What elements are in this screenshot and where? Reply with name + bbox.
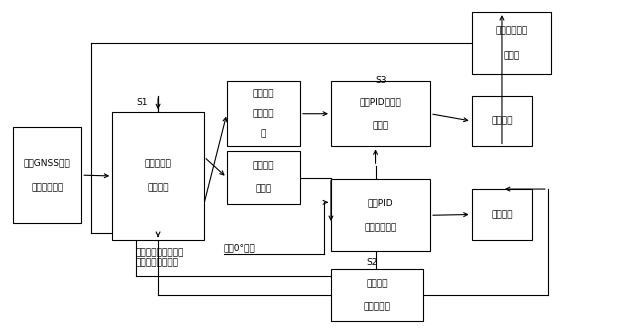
Text: 调平油缸: 调平油缸 [366,279,388,289]
Text: 直播机中: 直播机中 [253,89,274,98]
Text: 调平PID: 调平PID [368,198,393,208]
Bar [471,189,532,240]
Text: 间位置高: 间位置高 [253,109,274,118]
Text: 传感器: 传感器 [503,51,519,60]
Bar [471,96,532,146]
Text: 水平0°设定: 水平0°设定 [224,243,255,252]
Bar [227,151,300,204]
Bar [13,127,81,223]
Text: 提升臂角位移: 提升臂角位移 [495,27,527,36]
Text: 位移传感器: 位移传感器 [363,302,390,311]
Text: 仿形PID控制算: 仿形PID控制算 [360,97,401,106]
Text: 处理模块: 处理模块 [147,184,169,193]
Text: S2: S2 [367,258,378,267]
Bar [227,81,300,146]
Text: 调平阀组: 调平阀组 [491,210,513,219]
Text: 人机界面根据北斗确
定水田平均基准面: 人机界面根据北斗确 定水田平均基准面 [136,248,184,267]
Text: 北斗GNSS输出: 北斗GNSS输出 [24,158,71,167]
Text: 法模块: 法模块 [373,121,389,131]
Text: S3: S3 [376,76,387,85]
Text: 控制算法模块: 控制算法模块 [365,223,397,232]
Bar [112,112,204,240]
Text: S1: S1 [136,98,148,107]
Text: 直播机倾: 直播机倾 [253,162,274,171]
Bar [471,12,551,74]
Bar [331,179,430,251]
Text: 度: 度 [261,129,266,138]
Bar [331,269,423,321]
Text: 斜角度: 斜角度 [255,185,271,193]
Text: 提升阀组: 提升阀组 [491,116,513,126]
Text: 天线位置坐标: 天线位置坐标 [31,183,63,192]
Bar [331,81,430,146]
Text: 直播机数据: 直播机数据 [145,159,171,168]
